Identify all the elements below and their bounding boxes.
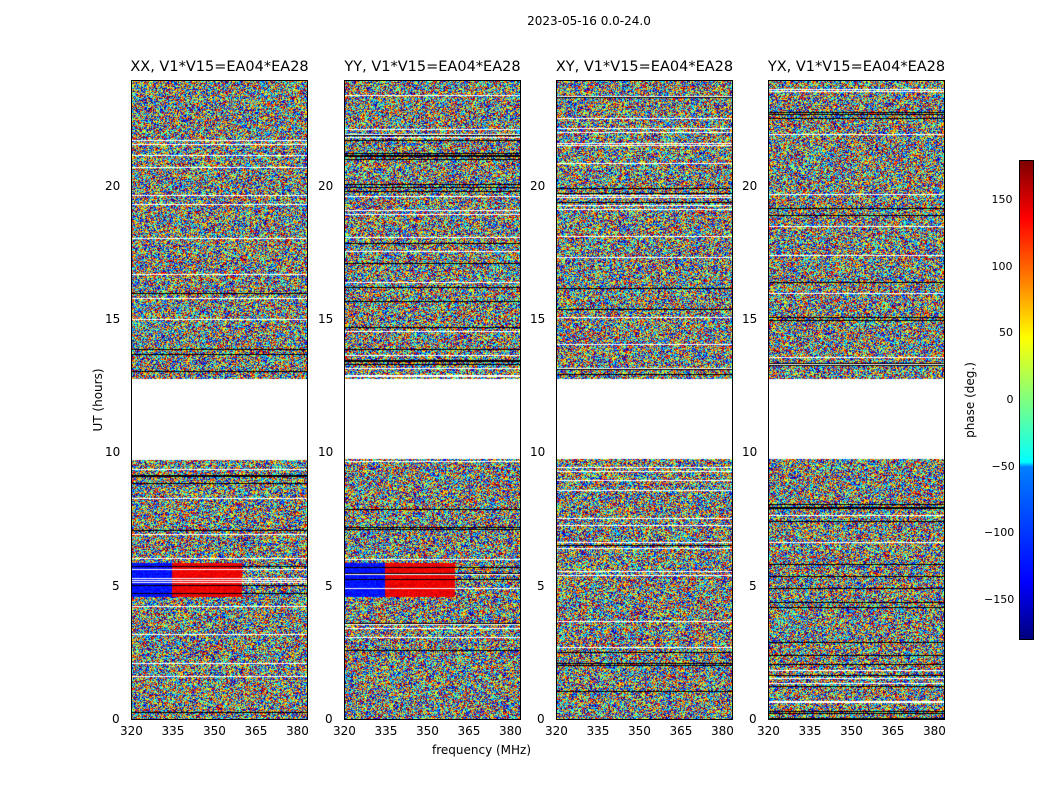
heatmap-cells [132, 81, 307, 719]
y-tick-label: 0 [112, 712, 120, 726]
y-tick-label: 15 [742, 312, 758, 326]
heatmap-panel [344, 80, 521, 720]
panel-title: XY, V1*V15=EA04*EA28 [555, 59, 734, 75]
colorbar-tick-label: −50 [991, 459, 1015, 473]
y-axis-label: UT (hours) [91, 368, 105, 432]
x-tick-label: 380 [710, 724, 734, 738]
x-tick-label: 320 [545, 724, 568, 738]
heatmap-panel [556, 80, 733, 720]
colorbar-tick-label: −150 [984, 593, 1015, 606]
colorbar-tick-label: 150 [991, 193, 1013, 206]
colorbar-tick-label: 50 [999, 326, 1013, 340]
y-tick-label: 0 [749, 712, 757, 726]
x-tick-label: 365 [881, 724, 905, 738]
x-tick-label: 365 [457, 724, 481, 738]
heatmap-cells [557, 81, 732, 719]
x-axis-label: frequency (MHz) [432, 743, 532, 757]
colorbar-label: phase (deg.) [963, 362, 977, 438]
x-tick-label: 335 [374, 724, 398, 738]
y-tick-label: 20 [530, 178, 546, 193]
y-tick-label: 5 [112, 578, 120, 593]
x-tick-label: 335 [161, 724, 185, 738]
y-tick-label: 10 [742, 445, 758, 460]
y-tick-label: 0 [537, 712, 545, 726]
colorbar [1019, 160, 1034, 640]
y-tick-label: 10 [318, 445, 334, 460]
y-tick-label: 5 [537, 578, 545, 593]
colorbar-tick-label: 100 [991, 259, 1013, 273]
x-tick-label: 350 [202, 724, 226, 738]
colorbar-tick-label: 0 [1006, 393, 1014, 406]
y-tick-label: 10 [530, 445, 546, 460]
heatmap-cells [345, 81, 520, 719]
y-tick-label: 10 [105, 445, 121, 460]
x-tick-label: 380 [498, 724, 522, 738]
figure-title: 2023-05-16 0.0-24.0 [527, 14, 651, 28]
x-tick-label: 350 [627, 724, 651, 738]
x-tick-label: 335 [586, 724, 610, 738]
x-tick-label: 350 [415, 724, 439, 738]
y-tick-label: 20 [318, 178, 334, 193]
x-tick-label: 335 [798, 724, 822, 738]
panel-title: YY, V1*V15=EA04*EA28 [344, 59, 521, 75]
x-tick-label: 320 [120, 724, 143, 738]
y-tick-label: 15 [318, 312, 334, 326]
x-tick-label: 350 [839, 724, 863, 738]
heatmap-panel [131, 80, 308, 720]
y-tick-label: 15 [530, 312, 546, 326]
x-tick-label: 320 [333, 724, 356, 738]
y-tick-label: 20 [105, 178, 121, 193]
x-tick-label: 380 [285, 724, 309, 738]
x-tick-label: 320 [757, 724, 780, 738]
x-tick-label: 365 [669, 724, 693, 738]
y-tick-label: 0 [325, 712, 333, 726]
x-tick-label: 380 [922, 724, 946, 738]
y-tick-label: 5 [325, 578, 333, 593]
panel-title: YX, V1*V15=EA04*EA28 [767, 59, 946, 75]
heatmap-cells [769, 81, 944, 719]
x-tick-label: 365 [244, 724, 268, 738]
panel-title: XX, V1*V15=EA04*EA28 [130, 59, 309, 75]
y-tick-label: 5 [749, 578, 757, 593]
colorbar-tick-label: −100 [984, 526, 1015, 540]
y-tick-label: 15 [105, 312, 121, 326]
heatmap-panel [768, 80, 945, 720]
y-tick-label: 20 [742, 178, 758, 193]
